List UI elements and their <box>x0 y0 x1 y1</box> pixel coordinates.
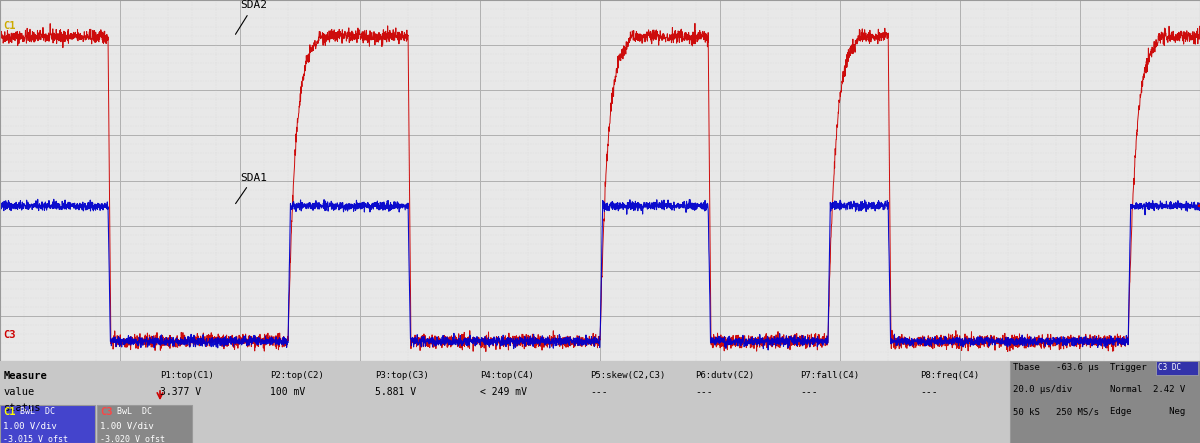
Text: ---: --- <box>695 387 713 397</box>
Text: C3: C3 <box>100 407 113 417</box>
Text: P2:top(C2): P2:top(C2) <box>270 371 324 380</box>
Text: P5:skew(C2,C3): P5:skew(C2,C3) <box>590 371 665 380</box>
Text: 1.00 V/div: 1.00 V/div <box>100 421 154 430</box>
Text: ---: --- <box>590 387 607 397</box>
Text: Tbase   -63.6 μs: Tbase -63.6 μs <box>1013 363 1099 372</box>
Text: value: value <box>4 387 35 397</box>
Bar <box>1010 361 1200 443</box>
Text: 20.0 μs/div: 20.0 μs/div <box>1013 385 1072 394</box>
Text: 5.881 V: 5.881 V <box>374 387 416 397</box>
Bar <box>97 405 192 443</box>
Text: P3:top(C3): P3:top(C3) <box>374 371 428 380</box>
Text: P4:top(C4): P4:top(C4) <box>480 371 534 380</box>
Text: 3.377 V: 3.377 V <box>160 387 202 397</box>
Text: Normal  2.42 V: Normal 2.42 V <box>1110 385 1186 394</box>
Text: ---: --- <box>920 387 937 397</box>
Text: 100 mV: 100 mV <box>270 387 305 397</box>
Text: -3.020 V ofst: -3.020 V ofst <box>100 435 166 443</box>
Text: C3 DC: C3 DC <box>1158 363 1181 372</box>
Text: 50 kS   250 MS/s: 50 kS 250 MS/s <box>1013 407 1099 416</box>
Text: C1: C1 <box>4 21 16 31</box>
Text: SDA2: SDA2 <box>235 0 266 34</box>
Text: Measure: Measure <box>4 371 48 381</box>
Bar <box>1156 361 1198 375</box>
Text: ---: --- <box>800 387 817 397</box>
Text: C3: C3 <box>4 330 16 340</box>
Text: SDA1: SDA1 <box>235 172 266 204</box>
Text: -3.015 V ofst: -3.015 V ofst <box>2 435 68 443</box>
Text: P1:top(C1): P1:top(C1) <box>160 371 214 380</box>
Text: Edge       Neg: Edge Neg <box>1110 407 1186 416</box>
Text: BwL  DC: BwL DC <box>118 407 152 416</box>
Text: P8:freq(C4): P8:freq(C4) <box>920 371 979 380</box>
Text: P7:fall(C4): P7:fall(C4) <box>800 371 859 380</box>
Text: Trigger: Trigger <box>1110 363 1147 372</box>
Text: < 249 mV: < 249 mV <box>480 387 527 397</box>
Text: 1.00 V/div: 1.00 V/div <box>2 421 56 430</box>
Bar <box>0 405 95 443</box>
Text: BwL  DC: BwL DC <box>20 407 55 416</box>
Text: C1: C1 <box>2 407 16 417</box>
Text: P6:dutv(C2): P6:dutv(C2) <box>695 371 754 380</box>
Text: status: status <box>4 403 42 413</box>
